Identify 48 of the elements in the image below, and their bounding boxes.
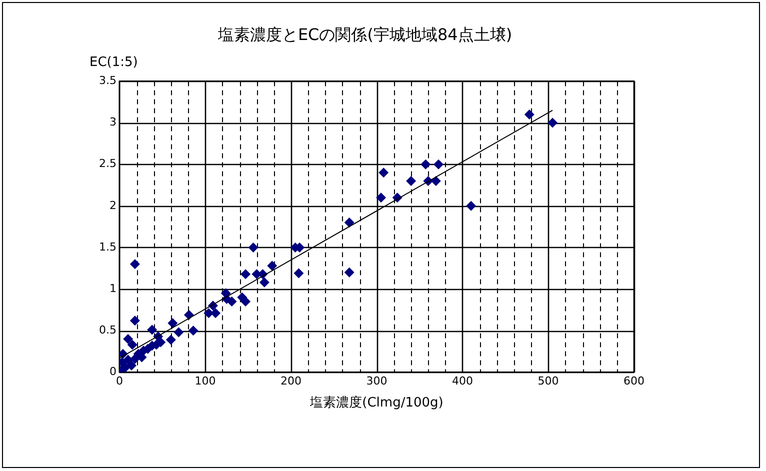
- y-tick-label: 3: [109, 116, 116, 129]
- point: [147, 324, 158, 335]
- point: [378, 168, 389, 178]
- y-tick-label: 0: [109, 365, 116, 378]
- point: [267, 260, 278, 271]
- x-tick-label: 400: [452, 374, 473, 388]
- point: [123, 334, 134, 344]
- x-tick-label: 200: [280, 374, 302, 388]
- y-tick-label: 0.5: [98, 323, 116, 336]
- point: [376, 192, 386, 203]
- point: [433, 159, 444, 170]
- point: [126, 360, 136, 371]
- x-tick-label: 500: [538, 374, 559, 388]
- y-axis-title: EC(1:5): [89, 55, 138, 70]
- point: [406, 176, 416, 186]
- y-tick-label: 1: [109, 282, 116, 295]
- point: [166, 334, 176, 345]
- y-tick-label: 1.5: [98, 240, 116, 254]
- y-tick-label: 2.5: [98, 157, 116, 170]
- point: [188, 326, 198, 336]
- point: [240, 269, 251, 280]
- point: [430, 176, 441, 186]
- x-tick-label: 600: [624, 374, 644, 388]
- point: [174, 327, 184, 338]
- point: [466, 200, 476, 211]
- point: [226, 296, 237, 307]
- point: [130, 259, 140, 270]
- point: [168, 318, 178, 328]
- point: [344, 267, 354, 278]
- point: [524, 109, 534, 120]
- point: [548, 118, 558, 128]
- point: [248, 242, 258, 252]
- point: [210, 308, 221, 318]
- point: [294, 268, 304, 278]
- point: [127, 340, 138, 350]
- point: [259, 277, 270, 288]
- y-tick-label: 3.5: [98, 74, 116, 88]
- point: [204, 308, 214, 318]
- point: [130, 316, 140, 326]
- x-axis-title: 塩素濃度(Clmg/100g): [309, 394, 444, 411]
- point: [240, 296, 251, 307]
- chart-title: 塩素濃度とECの関係(宇城地域84点土壌): [216, 24, 512, 44]
- point: [156, 337, 166, 348]
- y-tick-label: 2: [109, 198, 116, 212]
- point: [420, 159, 431, 170]
- point: [344, 218, 354, 228]
- x-tick-label: 100: [194, 374, 216, 388]
- x-tick-label: 300: [366, 374, 388, 388]
